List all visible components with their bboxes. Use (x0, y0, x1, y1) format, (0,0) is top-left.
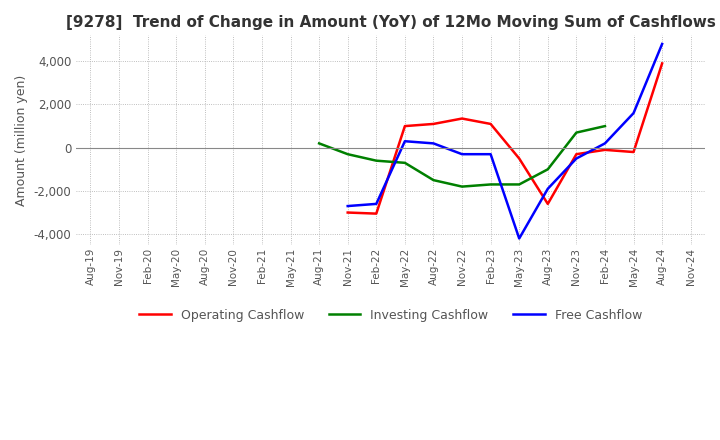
Investing Cashflow (486, 182, 495, 187)
Operating Cashflow (544, 201, 552, 206)
Legend: Operating Cashflow, Investing Cashflow, Free Cashflow: Operating Cashflow, Investing Cashflow, … (134, 304, 647, 327)
Line: Operating Cashflow: Operating Cashflow (348, 63, 662, 213)
Operating Cashflow (572, 151, 581, 157)
Investing Cashflow (400, 160, 409, 165)
Free Cashflow (515, 236, 523, 241)
Investing Cashflow (544, 167, 552, 172)
Operating Cashflow (400, 124, 409, 129)
Operating Cashflow (372, 211, 381, 216)
Y-axis label: Amount (million yen): Amount (million yen) (15, 74, 28, 206)
Line: Free Cashflow: Free Cashflow (348, 44, 662, 238)
Free Cashflow (343, 203, 352, 209)
Free Cashflow (544, 186, 552, 191)
Operating Cashflow (629, 150, 638, 155)
Operating Cashflow (343, 210, 352, 215)
Investing Cashflow (458, 184, 467, 189)
Free Cashflow (400, 139, 409, 144)
Line: Investing Cashflow: Investing Cashflow (319, 126, 605, 187)
Investing Cashflow (372, 158, 381, 163)
Operating Cashflow (658, 61, 667, 66)
Free Cashflow (600, 141, 609, 146)
Investing Cashflow (343, 151, 352, 157)
Operating Cashflow (600, 147, 609, 153)
Investing Cashflow (429, 177, 438, 183)
Free Cashflow (572, 156, 581, 161)
Investing Cashflow (515, 182, 523, 187)
Title: [9278]  Trend of Change in Amount (YoY) of 12Mo Moving Sum of Cashflows: [9278] Trend of Change in Amount (YoY) o… (66, 15, 716, 30)
Operating Cashflow (486, 121, 495, 127)
Investing Cashflow (572, 130, 581, 135)
Investing Cashflow (600, 124, 609, 129)
Free Cashflow (372, 201, 381, 206)
Free Cashflow (429, 141, 438, 146)
Free Cashflow (658, 41, 667, 47)
Investing Cashflow (315, 141, 323, 146)
Operating Cashflow (458, 116, 467, 121)
Operating Cashflow (429, 121, 438, 127)
Free Cashflow (458, 151, 467, 157)
Operating Cashflow (515, 156, 523, 161)
Free Cashflow (629, 110, 638, 116)
Free Cashflow (486, 151, 495, 157)
